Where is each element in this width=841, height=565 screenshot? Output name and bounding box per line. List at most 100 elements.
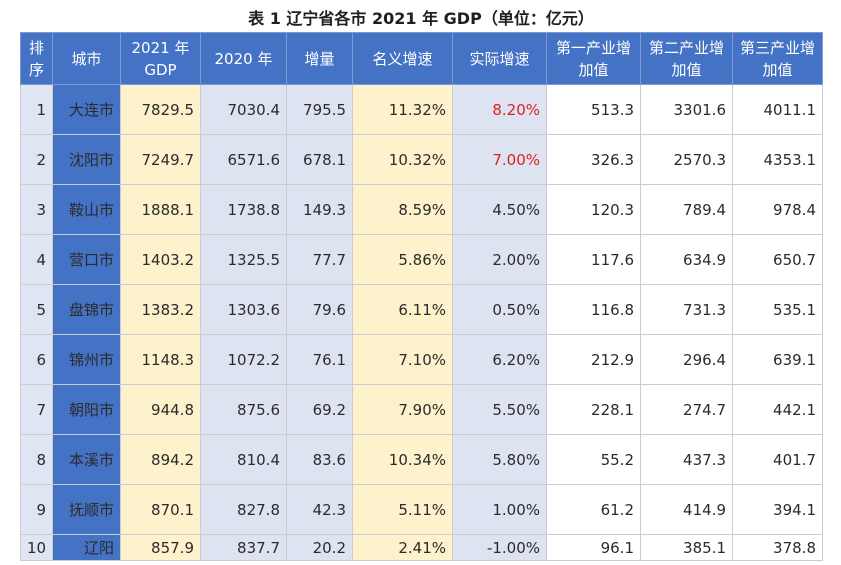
cell-increase[interactable]: 69.2 xyxy=(286,384,353,435)
cell-secondary-industry[interactable]: 414.9 xyxy=(640,484,733,535)
cell-gdp2021[interactable]: 870.1 xyxy=(120,484,201,535)
cell-gdp2021[interactable]: 7829.5 xyxy=(120,84,201,135)
cell-gdp2021[interactable]: 1383.2 xyxy=(120,284,201,335)
cell-tertiary-industry[interactable]: 394.1 xyxy=(732,484,823,535)
header-city[interactable]: 城市 xyxy=(52,32,121,85)
cell-gdp2020[interactable]: 810.4 xyxy=(200,434,287,485)
cell-rank[interactable]: 1 xyxy=(20,84,53,135)
cell-gdp2021[interactable]: 1148.3 xyxy=(120,334,201,385)
cell-rank[interactable]: 9 xyxy=(20,484,53,535)
header-increase[interactable]: 增量 xyxy=(286,32,353,85)
cell-nominal-growth[interactable]: 8.59% xyxy=(352,184,453,235)
cell-tertiary-industry[interactable]: 4011.1 xyxy=(732,84,823,135)
cell-rank[interactable]: 2 xyxy=(20,134,53,185)
cell-primary-industry[interactable]: 116.8 xyxy=(546,284,641,335)
cell-gdp2020[interactable]: 1072.2 xyxy=(200,334,287,385)
cell-secondary-industry[interactable]: 437.3 xyxy=(640,434,733,485)
cell-increase[interactable]: 83.6 xyxy=(286,434,353,485)
cell-real-growth[interactable]: 5.50% xyxy=(452,384,547,435)
cell-nominal-growth[interactable]: 2.41% xyxy=(352,534,453,561)
cell-tertiary-industry[interactable]: 978.4 xyxy=(732,184,823,235)
header-secondary-industry[interactable]: 第二产业增加值 xyxy=(640,32,733,85)
cell-rank[interactable]: 6 xyxy=(20,334,53,385)
cell-increase[interactable]: 678.1 xyxy=(286,134,353,185)
cell-gdp2021[interactable]: 1403.2 xyxy=(120,234,201,285)
cell-nominal-growth[interactable]: 7.90% xyxy=(352,384,453,435)
cell-rank[interactable]: 4 xyxy=(20,234,53,285)
cell-increase[interactable]: 76.1 xyxy=(286,334,353,385)
cell-nominal-growth[interactable]: 10.34% xyxy=(352,434,453,485)
cell-nominal-growth[interactable]: 11.32% xyxy=(352,84,453,135)
header-tertiary-industry[interactable]: 第三产业增加值 xyxy=(732,32,823,85)
cell-real-growth[interactable]: 0.50% xyxy=(452,284,547,335)
cell-real-growth[interactable]: 4.50% xyxy=(452,184,547,235)
cell-tertiary-industry[interactable]: 378.8 xyxy=(732,534,823,561)
cell-gdp2021[interactable]: 857.9 xyxy=(120,534,201,561)
cell-nominal-growth[interactable]: 10.32% xyxy=(352,134,453,185)
cell-tertiary-industry[interactable]: 535.1 xyxy=(732,284,823,335)
cell-city[interactable]: 营口市 xyxy=(52,234,121,285)
cell-secondary-industry[interactable]: 634.9 xyxy=(640,234,733,285)
cell-real-growth[interactable]: 5.80% xyxy=(452,434,547,485)
cell-secondary-industry[interactable]: 274.7 xyxy=(640,384,733,435)
cell-secondary-industry[interactable]: 296.4 xyxy=(640,334,733,385)
cell-secondary-industry[interactable]: 731.3 xyxy=(640,284,733,335)
header-primary-industry[interactable]: 第一产业增加值 xyxy=(546,32,641,85)
cell-gdp2020[interactable]: 1303.6 xyxy=(200,284,287,335)
cell-nominal-growth[interactable]: 7.10% xyxy=(352,334,453,385)
cell-city[interactable]: 鞍山市 xyxy=(52,184,121,235)
cell-primary-industry[interactable]: 96.1 xyxy=(546,534,641,561)
cell-rank[interactable]: 3 xyxy=(20,184,53,235)
header-rank[interactable]: 排序 xyxy=(20,32,53,85)
cell-increase[interactable]: 149.3 xyxy=(286,184,353,235)
cell-city[interactable]: 辽阳 xyxy=(52,534,121,561)
cell-real-growth[interactable]: 1.00% xyxy=(452,484,547,535)
cell-city[interactable]: 朝阳市 xyxy=(52,384,121,435)
cell-primary-industry[interactable]: 513.3 xyxy=(546,84,641,135)
cell-gdp2020[interactable]: 6571.6 xyxy=(200,134,287,185)
cell-rank[interactable]: 8 xyxy=(20,434,53,485)
cell-nominal-growth[interactable]: 5.86% xyxy=(352,234,453,285)
cell-secondary-industry[interactable]: 789.4 xyxy=(640,184,733,235)
cell-city[interactable]: 盘锦市 xyxy=(52,284,121,335)
cell-tertiary-industry[interactable]: 650.7 xyxy=(732,234,823,285)
cell-gdp2020[interactable]: 837.7 xyxy=(200,534,287,561)
cell-tertiary-industry[interactable]: 401.7 xyxy=(732,434,823,485)
header-nominal-growth[interactable]: 名义增速 xyxy=(352,32,453,85)
header-gdp2020[interactable]: 2020 年 xyxy=(200,32,287,85)
cell-real-growth[interactable]: -1.00% xyxy=(452,534,547,561)
cell-gdp2020[interactable]: 827.8 xyxy=(200,484,287,535)
cell-gdp2020[interactable]: 7030.4 xyxy=(200,84,287,135)
cell-primary-industry[interactable]: 117.6 xyxy=(546,234,641,285)
header-gdp2021[interactable]: 2021 年 GDP xyxy=(120,32,201,85)
cell-real-growth[interactable]: 7.00% xyxy=(452,134,547,185)
cell-real-growth[interactable]: 8.20% xyxy=(452,84,547,135)
cell-secondary-industry[interactable]: 2570.3 xyxy=(640,134,733,185)
cell-rank[interactable]: 5 xyxy=(20,284,53,335)
cell-tertiary-industry[interactable]: 4353.1 xyxy=(732,134,823,185)
cell-gdp2021[interactable]: 944.8 xyxy=(120,384,201,435)
cell-increase[interactable]: 795.5 xyxy=(286,84,353,135)
cell-tertiary-industry[interactable]: 639.1 xyxy=(732,334,823,385)
cell-increase[interactable]: 42.3 xyxy=(286,484,353,535)
cell-gdp2020[interactable]: 1325.5 xyxy=(200,234,287,285)
cell-city[interactable]: 抚顺市 xyxy=(52,484,121,535)
cell-gdp2020[interactable]: 1738.8 xyxy=(200,184,287,235)
cell-city[interactable]: 沈阳市 xyxy=(52,134,121,185)
cell-primary-industry[interactable]: 212.9 xyxy=(546,334,641,385)
cell-increase[interactable]: 77.7 xyxy=(286,234,353,285)
cell-gdp2020[interactable]: 875.6 xyxy=(200,384,287,435)
cell-rank[interactable]: 7 xyxy=(20,384,53,435)
cell-city[interactable]: 大连市 xyxy=(52,84,121,135)
cell-primary-industry[interactable]: 120.3 xyxy=(546,184,641,235)
cell-real-growth[interactable]: 2.00% xyxy=(452,234,547,285)
cell-increase[interactable]: 20.2 xyxy=(286,534,353,561)
cell-gdp2021[interactable]: 1888.1 xyxy=(120,184,201,235)
cell-primary-industry[interactable]: 228.1 xyxy=(546,384,641,435)
cell-primary-industry[interactable]: 326.3 xyxy=(546,134,641,185)
cell-secondary-industry[interactable]: 3301.6 xyxy=(640,84,733,135)
cell-city[interactable]: 本溪市 xyxy=(52,434,121,485)
cell-secondary-industry[interactable]: 385.1 xyxy=(640,534,733,561)
cell-city[interactable]: 锦州市 xyxy=(52,334,121,385)
cell-gdp2021[interactable]: 894.2 xyxy=(120,434,201,485)
